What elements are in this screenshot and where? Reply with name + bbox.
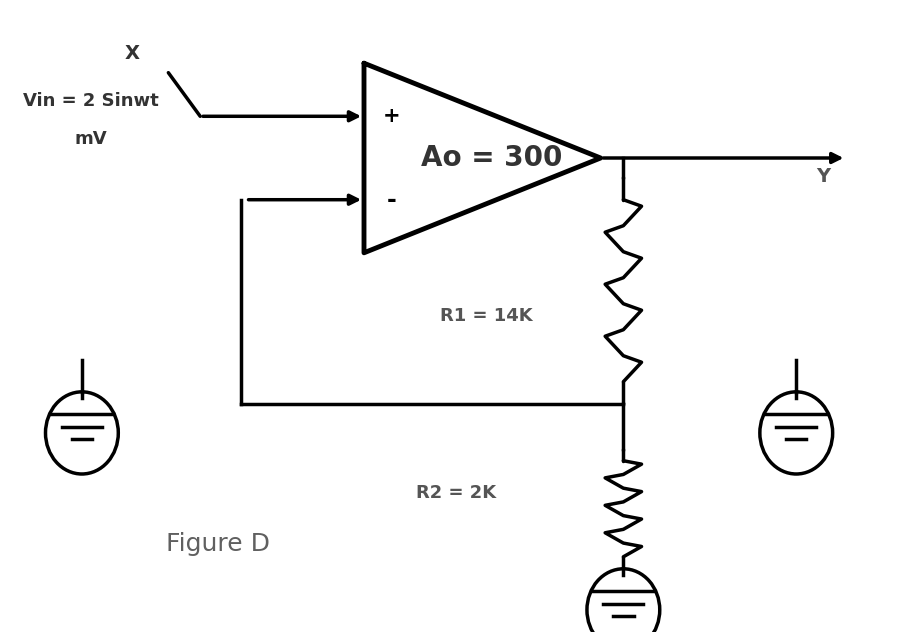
Text: -: - (387, 188, 396, 212)
Text: R2 = 2K: R2 = 2K (416, 484, 496, 502)
Text: X: X (125, 44, 139, 63)
Text: mV: mV (75, 130, 107, 148)
Text: Ao = 300: Ao = 300 (420, 144, 562, 172)
Text: Y: Y (816, 167, 831, 186)
Text: +: + (382, 106, 400, 126)
Text: R1 = 14K: R1 = 14K (440, 307, 532, 325)
Text: Figure D: Figure D (167, 532, 270, 556)
Text: Vin = 2 Sinwt: Vin = 2 Sinwt (23, 92, 159, 110)
